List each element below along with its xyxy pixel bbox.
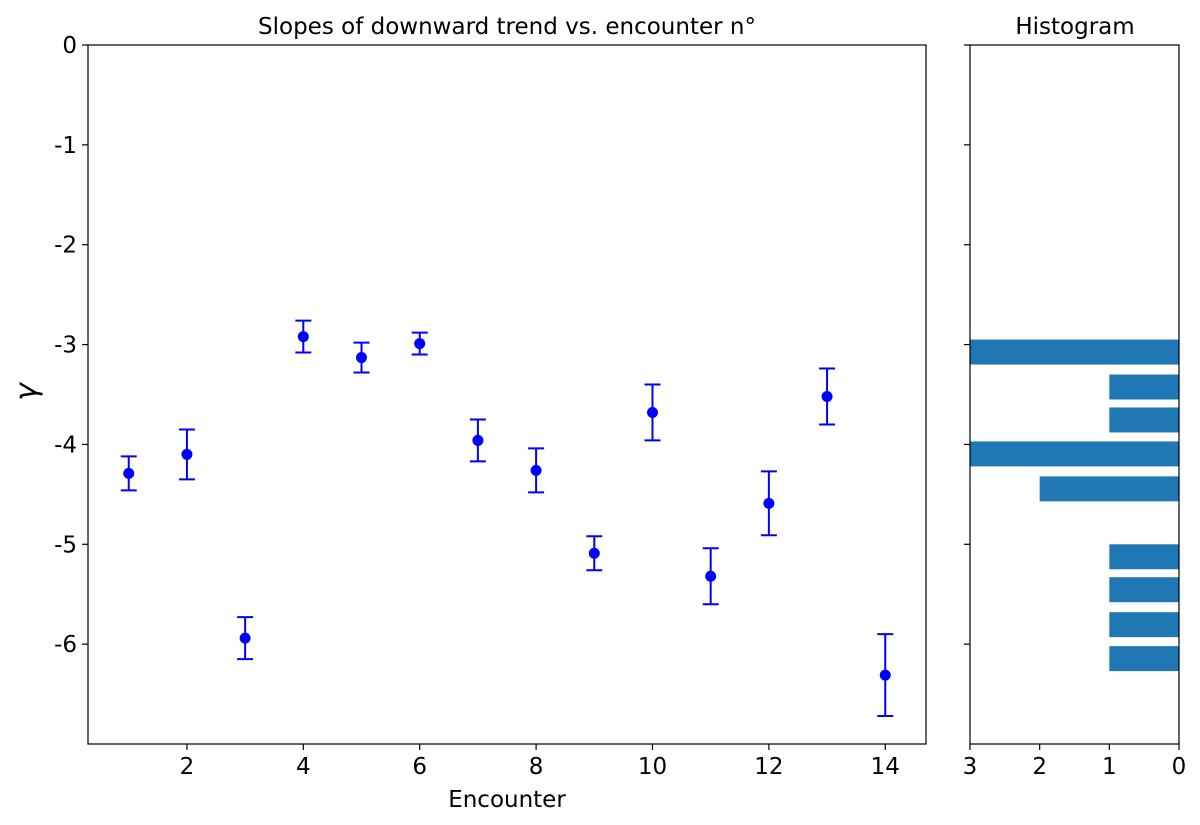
histogram-bar (1039, 476, 1179, 502)
histogram-x-tick-label: 2 (1032, 754, 1047, 780)
x-tick-label: 12 (754, 754, 783, 780)
main-plot-frame (87, 44, 927, 745)
data-point-group (877, 633, 894, 718)
data-point-group (702, 547, 719, 606)
main-data-series (120, 319, 894, 718)
x-tick-label: 14 (871, 754, 900, 780)
data-point (414, 338, 426, 350)
data-point-group (237, 616, 254, 661)
histogram-x-axis: 3 2 1 0 (963, 744, 1187, 780)
histogram-bars (970, 339, 1179, 672)
main-title: Slopes of downward trend vs. encounter n… (258, 14, 756, 40)
data-point (763, 497, 775, 509)
data-point-group (528, 447, 545, 494)
x-axis-label: Encounter (448, 787, 566, 813)
main-x-axis: 2 4 6 8 10 12 14 (180, 744, 900, 780)
data-point-group (819, 367, 836, 426)
x-tick-label: 4 (296, 754, 311, 780)
y-tick-label: -4 (54, 432, 77, 458)
histogram-y-ticks (964, 44, 970, 645)
data-point (646, 406, 658, 418)
data-point-group (353, 341, 370, 374)
y-tick-label: -2 (54, 233, 77, 259)
data-point (356, 352, 368, 364)
data-point-group (586, 535, 603, 572)
histogram-plot-frame (969, 44, 1180, 745)
histogram-bar (1109, 612, 1179, 638)
x-tick-label: 2 (180, 754, 195, 780)
data-point (879, 669, 891, 681)
data-point-group (469, 418, 486, 463)
histogram-panel: Histogram 3 2 1 0 (963, 14, 1187, 780)
data-point (123, 467, 135, 479)
data-point-group (760, 470, 777, 537)
histogram-x-tick-label: 3 (963, 754, 978, 780)
data-point-group (644, 383, 661, 442)
y-axis-label: γ (9, 381, 44, 401)
histogram-x-tick-label: 0 (1172, 754, 1187, 780)
y-tick-label: -5 (54, 532, 77, 558)
y-tick-label: 0 (62, 33, 77, 59)
scatter-panel: Slopes of downward trend vs. encounter n… (9, 14, 927, 813)
histogram-bar (1109, 646, 1179, 672)
data-point (239, 632, 251, 644)
x-tick-label: 8 (529, 754, 544, 780)
x-tick-label: 6 (412, 754, 427, 780)
data-point-group (120, 455, 137, 492)
y-tick-label: -3 (54, 333, 77, 359)
data-point (705, 570, 717, 582)
data-point (181, 448, 193, 460)
data-point (588, 547, 600, 559)
data-point (297, 331, 309, 343)
data-point (530, 464, 542, 476)
histogram-bar (1109, 407, 1179, 433)
histogram-x-tick-label: 1 (1102, 754, 1117, 780)
data-point-group (411, 331, 428, 356)
data-point-group (295, 319, 312, 354)
data-point-group (178, 428, 195, 481)
y-tick-label: -6 (54, 632, 77, 658)
histogram-bar (1109, 374, 1179, 400)
x-tick-label: 10 (638, 754, 667, 780)
histogram-bar (970, 339, 1179, 365)
data-point (472, 434, 484, 446)
y-tick-label: -1 (54, 133, 77, 159)
histogram-bar (1109, 577, 1179, 603)
histogram-bar (1109, 544, 1179, 570)
main-y-axis: 0 -1 -2 -3 -4 -5 -6 (54, 33, 88, 658)
histogram-title: Histogram (1015, 14, 1134, 40)
data-point (821, 390, 833, 402)
histogram-bar (970, 441, 1179, 467)
